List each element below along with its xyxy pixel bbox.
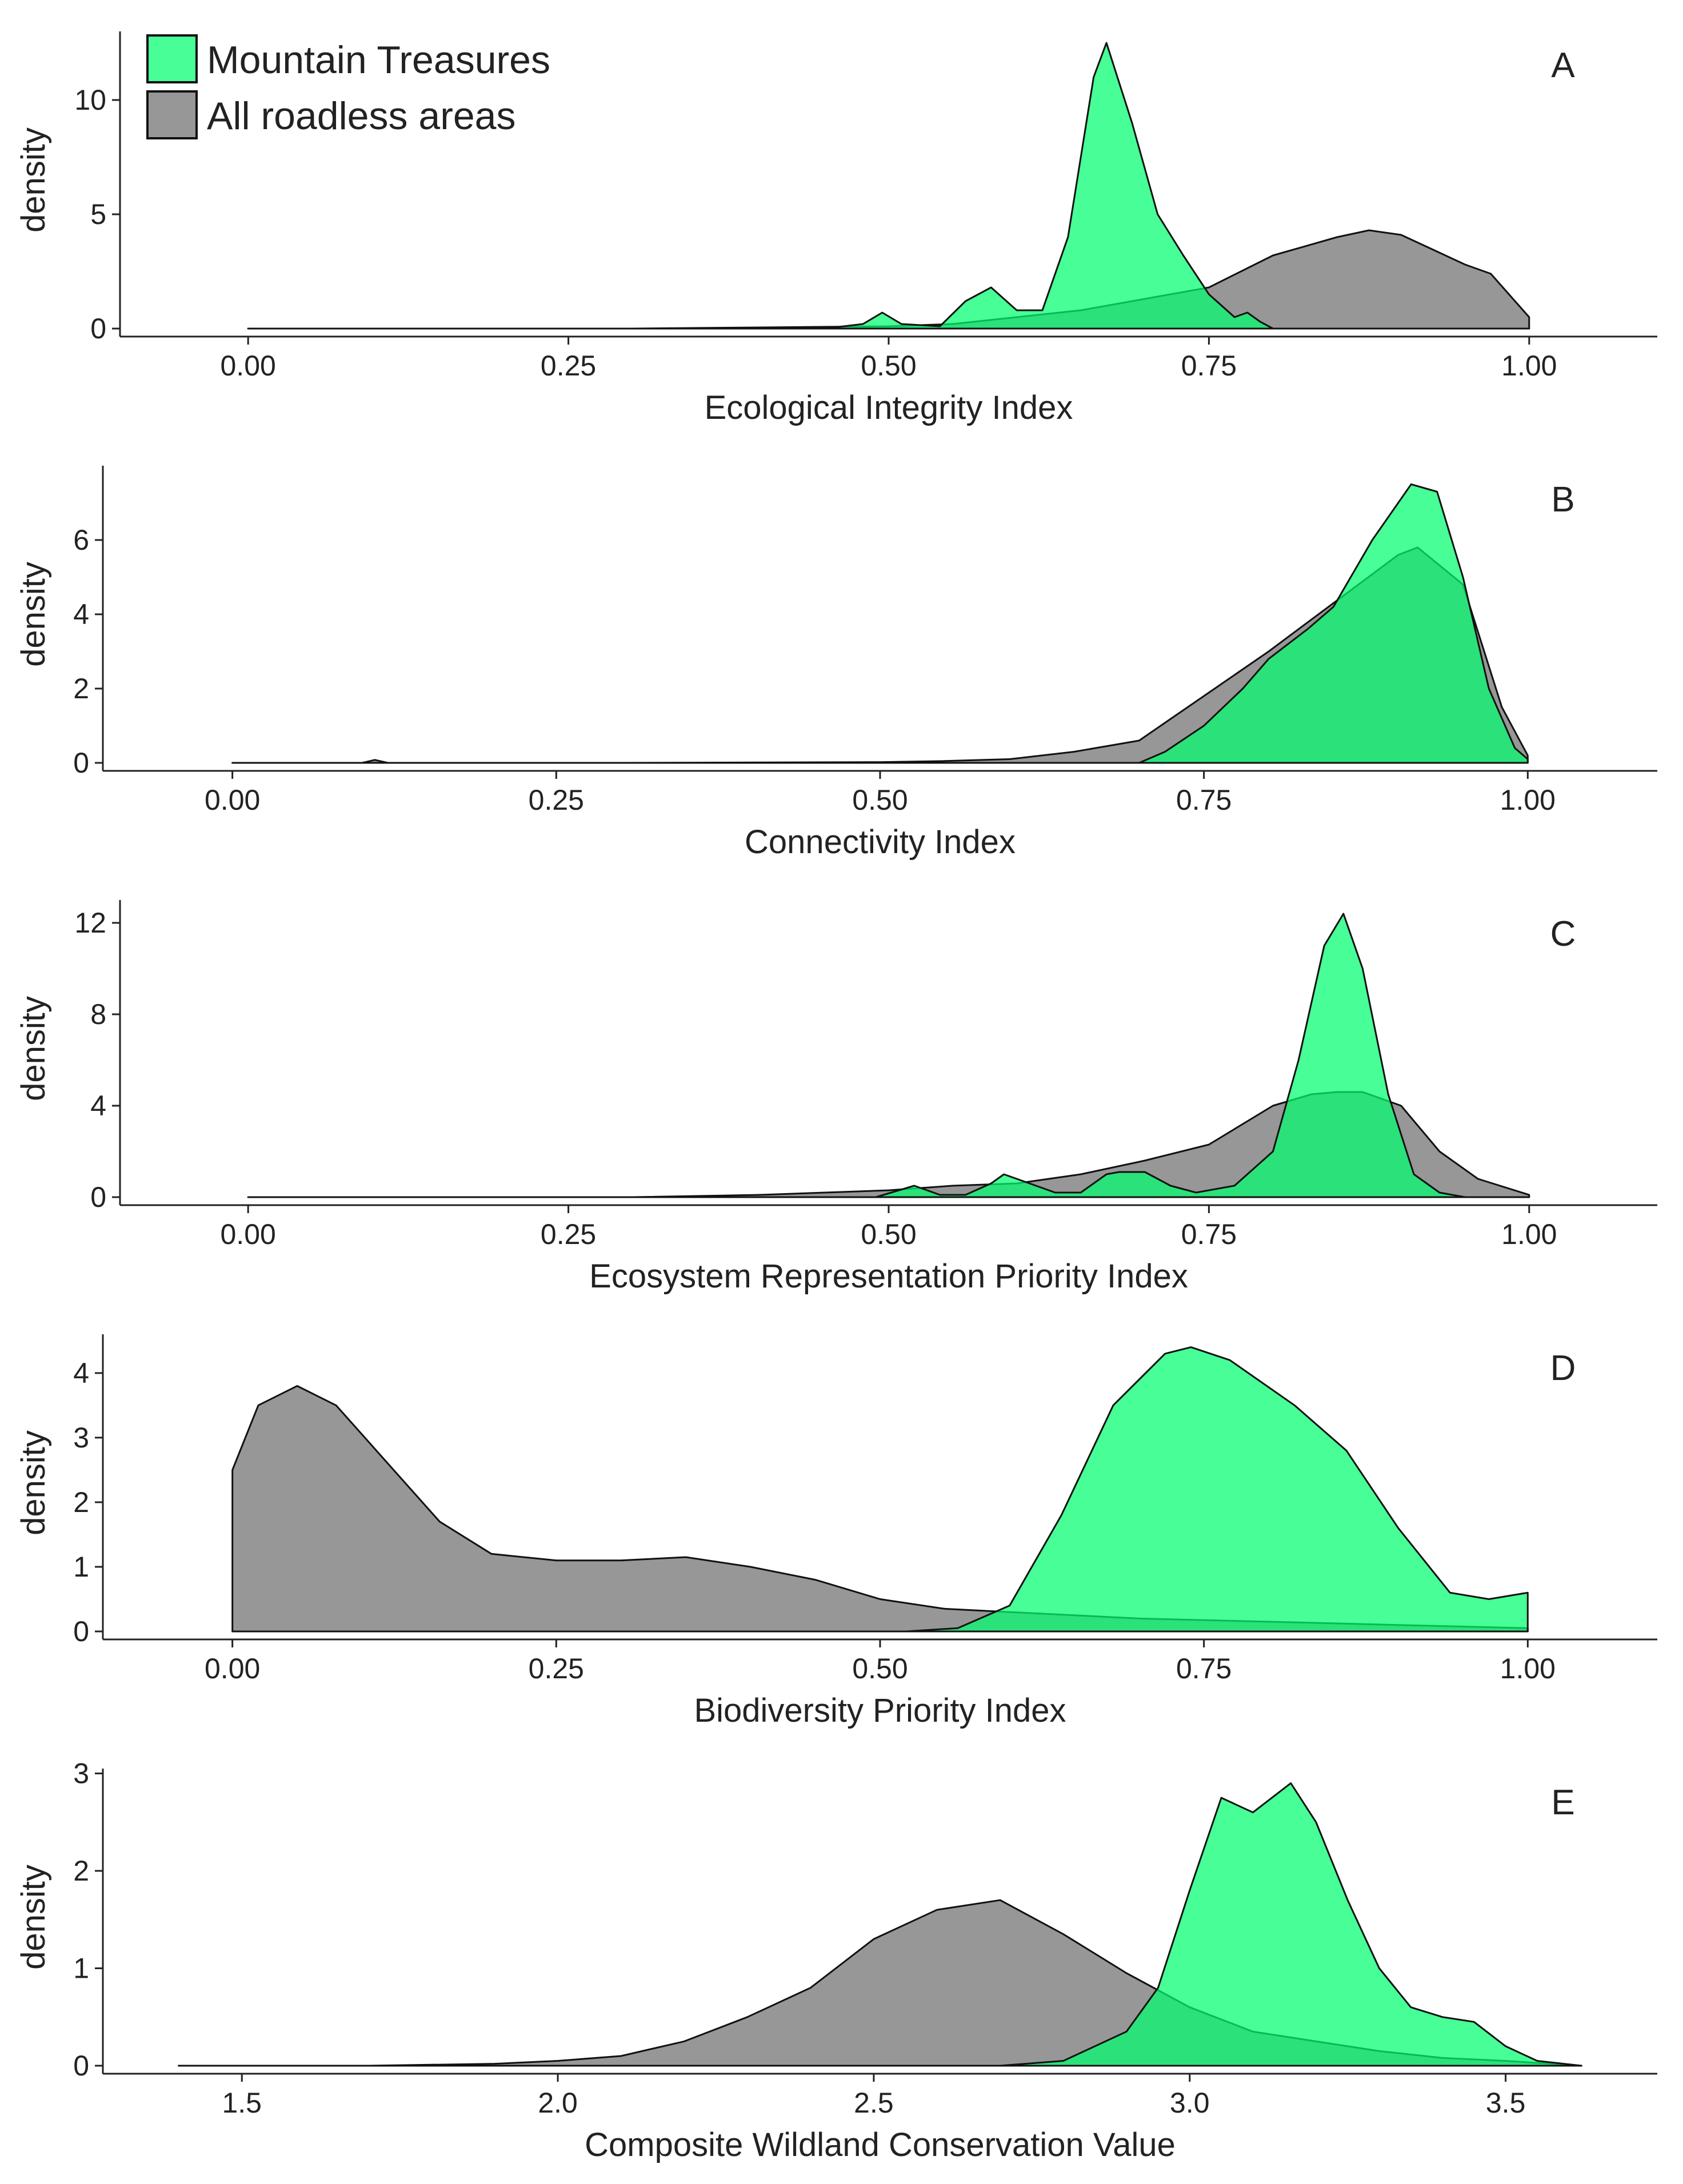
- x-tick-label: 0.00: [205, 784, 260, 816]
- panel-label: A: [1551, 46, 1575, 85]
- density-area-mountain-treasures: [231, 1346, 1529, 1633]
- y-tick-label: 3: [73, 1422, 89, 1454]
- panel-b: 0 2 4 6 0.00 0.25 0.50 0.75 1.00 Connectivity Ind…: [15, 466, 1657, 861]
- x-tick-label: 2.5: [854, 2087, 894, 2119]
- legend: Mountain Treasures All roadless areas: [146, 34, 550, 139]
- x-tick-label: 0.75: [1176, 1653, 1232, 1685]
- legend-label: All roadless areas: [207, 94, 515, 138]
- density-area-all-roadless-areas: [247, 1091, 1530, 1198]
- panel-label: C: [1550, 914, 1576, 954]
- x-tick-label: 1.5: [222, 2087, 262, 2119]
- y-tick-label: 10: [74, 84, 106, 116]
- panel-a: 0 5 10 0.00 0.25 0.50 0.75 1.00 Ecological Integ…: [15, 31, 1657, 426]
- y-tick-label: 4: [73, 598, 89, 630]
- y-tick-label: 0: [73, 2050, 89, 2082]
- x-axis-title: Ecosystem Representation Priority Index: [589, 1258, 1188, 1295]
- x-tick-label: 1.00: [1501, 350, 1557, 382]
- x-tick-label: 1.00: [1501, 1218, 1557, 1250]
- density-area-mountain-treasures: [231, 483, 1529, 764]
- panel-label: D: [1550, 1349, 1576, 1388]
- legend-label: Mountain Treasures: [207, 38, 550, 82]
- legend-swatch-all-roadless-areas: [146, 90, 198, 139]
- x-axis-title: Biodiversity Priority Index: [694, 1692, 1066, 1729]
- x-tick-label: 3.5: [1486, 2087, 1526, 2119]
- x-tick-label: 0.25: [541, 350, 596, 382]
- y-tick-label: 12: [74, 907, 106, 939]
- x-tick-label: 0.50: [861, 350, 916, 382]
- y-tick-label: 0: [73, 1615, 89, 1647]
- x-tick-label: 3.0: [1170, 2087, 1210, 2119]
- y-axis-title: density: [15, 996, 52, 1101]
- y-tick-label: 0: [90, 1181, 106, 1213]
- y-tick-label: 4: [73, 1357, 89, 1389]
- y-tick-label: 4: [90, 1090, 106, 1122]
- y-axis-title: density: [15, 1865, 52, 1970]
- y-tick-label: 2: [73, 1486, 89, 1518]
- x-tick-label: 0.75: [1181, 350, 1237, 382]
- panel-e: 0 1 2 3 1.5 2.0 2.5 3.0 3.5 Composite Wildland Co…: [15, 1758, 1657, 2163]
- x-tick-label: 0.75: [1176, 784, 1232, 816]
- y-tick-label: 0: [73, 747, 89, 779]
- density-area-mountain-treasures: [247, 42, 1530, 330]
- y-tick-label: 2: [73, 1855, 89, 1887]
- x-tick-label: 2.0: [538, 2087, 578, 2119]
- y-tick-label: 1: [73, 1551, 89, 1583]
- y-tick-label: 2: [73, 673, 89, 705]
- density-area-mountain-treasures: [247, 913, 1530, 1198]
- x-tick-label: 0.25: [529, 784, 584, 816]
- y-tick-label: 1: [73, 1953, 89, 1985]
- y-tick-label: 0: [90, 313, 106, 345]
- panel-d: 0 1 2 3 4 0.00 0.25 0.50 0.75 1.00 Biodiversity Pr…: [15, 1334, 1657, 1729]
- x-tick-label: 0.50: [861, 1218, 916, 1250]
- density-area-mountain-treasures: [178, 1782, 1582, 2067]
- panel-c: 0 4 8 12 0.00 0.25 0.50 0.75 1.00 Ecosystem Repre…: [15, 900, 1657, 1295]
- y-axis-title: density: [15, 1430, 52, 1535]
- y-tick-label: 5: [90, 198, 106, 230]
- y-axis-title: density: [15, 562, 52, 667]
- x-tick-label: 1.00: [1500, 1653, 1556, 1685]
- legend-swatch-mountain-treasures: [146, 34, 198, 83]
- panel-label: B: [1551, 480, 1574, 519]
- x-tick-label: 0.00: [221, 350, 276, 382]
- x-tick-label: 0.75: [1181, 1218, 1237, 1250]
- x-axis-title: Connectivity Index: [745, 823, 1016, 861]
- x-tick-label: 0.25: [529, 1653, 584, 1685]
- density-area-all-roadless-areas: [247, 229, 1530, 330]
- y-tick-label: 8: [90, 998, 106, 1030]
- x-axis-title: Ecological Integrity Index: [705, 389, 1073, 426]
- x-tick-label: 0.50: [852, 784, 908, 816]
- x-axis-title: Composite Wildland Conservation Value: [585, 2126, 1176, 2163]
- x-tick-label: 0.50: [852, 1653, 908, 1685]
- panel-label: E: [1551, 1783, 1574, 1822]
- x-tick-label: 0.00: [205, 1653, 260, 1685]
- y-tick-label: 3: [73, 1758, 89, 1790]
- x-tick-label: 0.00: [221, 1218, 276, 1250]
- x-tick-label: 0.25: [541, 1218, 596, 1250]
- y-axis-title: density: [15, 127, 52, 233]
- y-tick-label: 6: [73, 524, 89, 556]
- x-tick-label: 1.00: [1500, 784, 1556, 816]
